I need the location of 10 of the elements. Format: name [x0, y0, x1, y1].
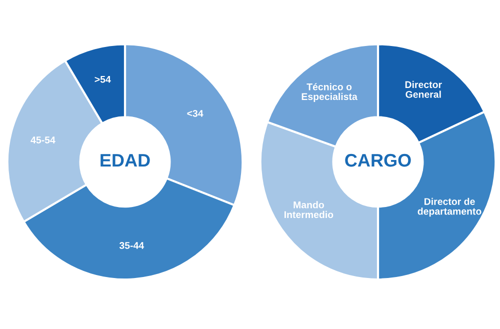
slice-label: >54	[94, 76, 111, 83]
slice-label: <34	[187, 110, 204, 117]
slice-label: Director General	[405, 80, 442, 98]
slice-label: Mando Intermedio	[284, 201, 334, 218]
slice-label: 45-54	[30, 136, 56, 144]
text: CARGO	[345, 154, 411, 167]
slice-label: Técnico o Especialista	[302, 83, 358, 102]
text: EDAD	[100, 154, 150, 167]
slice-label: Director de departamento	[418, 198, 482, 217]
slice-label: 35-44	[119, 242, 144, 249]
